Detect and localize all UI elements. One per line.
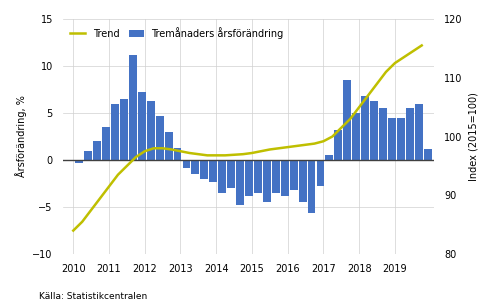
Bar (191, 160, 199, 174)
Trend (312, 142, 317, 145)
Trend (401, 55, 407, 59)
Trend (106, 185, 112, 188)
Bar (165, 132, 173, 160)
Trend (169, 148, 175, 151)
Bar (75, 160, 83, 163)
Bar (299, 160, 307, 202)
Bar (406, 108, 414, 160)
Trend (240, 152, 246, 156)
Trend (410, 50, 416, 53)
Bar (245, 160, 253, 196)
Trend (285, 145, 291, 149)
Bar (352, 113, 360, 160)
Bar (254, 160, 262, 193)
Bar (388, 118, 396, 160)
Bar (272, 160, 280, 193)
Trend (347, 117, 353, 121)
Trend (329, 135, 335, 138)
Legend: Trend, Tremånaders årsförändring: Trend, Tremånaders årsförändring (68, 24, 286, 42)
Trend (97, 196, 103, 200)
Trend (177, 149, 183, 153)
Bar (93, 141, 101, 160)
Bar (120, 99, 128, 160)
Bar (111, 104, 119, 160)
Trend (115, 173, 121, 177)
Y-axis label: Årsförändring, %: Årsförändring, % (15, 95, 27, 178)
Bar (325, 155, 333, 160)
Trend (195, 152, 201, 156)
Trend (222, 154, 228, 157)
Trend (383, 70, 389, 74)
Bar (227, 160, 235, 188)
Trend (356, 105, 362, 109)
Trend (374, 82, 380, 85)
Bar (370, 101, 378, 160)
Bar (102, 127, 110, 160)
Trend (303, 143, 309, 147)
Bar (334, 130, 342, 160)
Bar (129, 55, 137, 160)
Trend (88, 208, 94, 212)
Trend (79, 220, 85, 223)
Bar (263, 160, 271, 202)
Bar (210, 160, 217, 182)
Bar (147, 101, 155, 160)
Bar (156, 116, 164, 160)
Bar (308, 160, 316, 213)
Bar (379, 108, 387, 160)
Bar (281, 160, 289, 196)
Trend (276, 147, 282, 150)
Bar (415, 104, 423, 160)
Trend (124, 164, 130, 168)
Bar (84, 151, 92, 160)
Bar (343, 80, 351, 160)
Trend (392, 61, 398, 65)
Bar (138, 92, 146, 160)
Bar (182, 160, 190, 168)
Trend (213, 154, 219, 157)
Bar (236, 160, 244, 205)
Trend (267, 148, 273, 151)
Trend (249, 151, 255, 155)
Trend (258, 149, 264, 153)
Trend (142, 149, 148, 153)
Trend (133, 155, 139, 159)
Trend (151, 147, 157, 150)
Bar (424, 149, 431, 160)
Trend (231, 153, 237, 157)
Y-axis label: Index (2015=100): Index (2015=100) (468, 92, 478, 181)
Trend (320, 140, 326, 143)
Trend (419, 43, 424, 47)
Trend (160, 147, 166, 150)
Trend (338, 126, 344, 130)
Trend (70, 229, 76, 232)
Trend (186, 151, 192, 155)
Bar (200, 160, 208, 179)
Text: Källa: Statistikcentralen: Källa: Statistikcentralen (39, 292, 148, 301)
Bar (218, 160, 226, 193)
Trend (294, 144, 300, 148)
Line: Trend: Trend (73, 45, 422, 230)
Bar (361, 96, 369, 160)
Trend (204, 154, 210, 157)
Bar (290, 160, 298, 190)
Bar (317, 160, 324, 186)
Bar (174, 148, 181, 160)
Bar (397, 118, 405, 160)
Trend (365, 94, 371, 97)
